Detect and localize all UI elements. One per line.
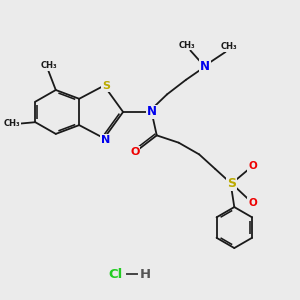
- Text: CH₃: CH₃: [40, 61, 57, 70]
- Text: O: O: [248, 198, 257, 208]
- Text: H: H: [140, 268, 151, 281]
- Text: O: O: [248, 161, 257, 171]
- Text: N: N: [101, 135, 110, 145]
- Text: CH₃: CH₃: [178, 41, 195, 50]
- Text: CH₃: CH₃: [221, 42, 237, 51]
- Text: O: O: [130, 147, 140, 157]
- Text: S: S: [102, 81, 110, 91]
- Text: N: N: [147, 106, 158, 118]
- Text: S: S: [227, 177, 236, 190]
- Text: CH₃: CH₃: [4, 119, 20, 128]
- Text: Cl: Cl: [109, 268, 123, 281]
- Text: N: N: [200, 60, 210, 73]
